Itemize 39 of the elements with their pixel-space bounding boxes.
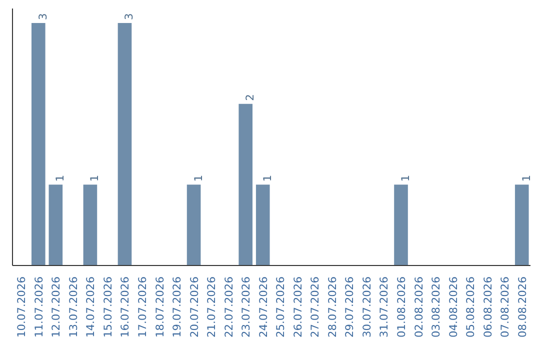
x-tick-label: 14.07.2026 bbox=[84, 276, 98, 338]
data-label: 1 bbox=[260, 174, 274, 182]
data-label: 1 bbox=[520, 174, 533, 182]
x-tick-label: 30.07.2026 bbox=[360, 276, 374, 338]
x-tick-label: 19.07.2026 bbox=[170, 276, 184, 338]
x-tick-label: 07.08.2026 bbox=[498, 276, 512, 338]
x-tick-label: 10.07.2026 bbox=[15, 276, 28, 338]
x-tick-label: 01.08.2026 bbox=[395, 276, 408, 338]
x-tick-label: 28.07.2026 bbox=[326, 276, 339, 338]
x-tick-label: 11.07.2026 bbox=[32, 276, 46, 338]
x-tick-label: 29.07.2026 bbox=[343, 276, 356, 338]
data-label: 1 bbox=[399, 174, 412, 182]
data-label: 2 bbox=[244, 94, 257, 101]
x-tick-label: 04.08.2026 bbox=[446, 276, 460, 338]
x-tick-label: 25.07.2026 bbox=[274, 276, 288, 338]
data-label: 3 bbox=[36, 13, 50, 20]
x-tick-label: 15.07.2026 bbox=[101, 276, 114, 338]
x-tick-label: 06.08.2026 bbox=[481, 276, 494, 338]
x-tick-label: 12.07.2026 bbox=[50, 276, 63, 338]
x-tick-label: 23.07.2026 bbox=[240, 276, 253, 338]
x-tick-label: 21.07.2026 bbox=[205, 276, 218, 338]
x-tick-label: 26.07.2026 bbox=[291, 276, 304, 338]
x-tick-label: 08.08.2026 bbox=[516, 276, 529, 338]
x-tick-label: 18.07.2026 bbox=[153, 276, 166, 338]
x-tick-label: 02.08.2026 bbox=[412, 276, 426, 338]
x-tick-label: 17.07.2026 bbox=[136, 276, 149, 338]
x-tick-label: 13.07.2026 bbox=[66, 276, 80, 338]
x-tick-label: 24.07.2026 bbox=[256, 276, 270, 338]
data-label: 1 bbox=[192, 174, 205, 182]
x-tick-label: 22.07.2026 bbox=[222, 276, 236, 338]
data-label: 1 bbox=[88, 174, 102, 182]
data-label: 1 bbox=[54, 174, 67, 182]
x-tick-label: 27.07.2026 bbox=[308, 276, 322, 338]
data-label: 3 bbox=[122, 13, 136, 20]
x-tick-label: 20.07.2026 bbox=[188, 276, 201, 338]
x-tick-label: 03.08.2026 bbox=[430, 276, 443, 338]
x-tick-label: 05.08.2026 bbox=[464, 276, 478, 338]
x-tick-label: 31.07.2026 bbox=[378, 276, 391, 338]
x-tick-label: 16.07.2026 bbox=[118, 276, 132, 338]
